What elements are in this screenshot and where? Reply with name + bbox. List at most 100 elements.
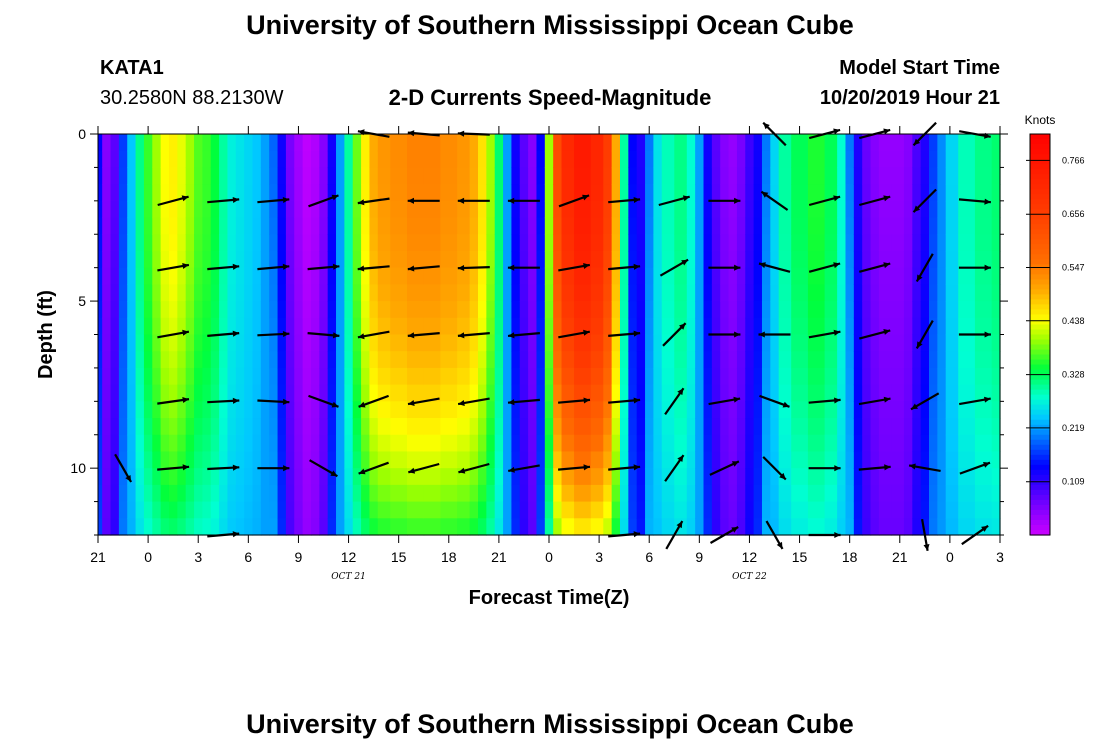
- vector-head: [677, 455, 684, 462]
- heat-cell: [260, 451, 270, 469]
- heat-cell: [603, 384, 613, 402]
- heat-cell: [728, 468, 738, 486]
- heat-cell: [260, 518, 270, 536]
- heat-cell: [135, 484, 145, 503]
- vector-head: [633, 464, 641, 471]
- heat-cell: [991, 351, 1001, 369]
- heat-cell: [528, 184, 538, 202]
- heat-cell: [344, 401, 354, 419]
- heat-cell: [991, 418, 1001, 436]
- heat-cell: [319, 317, 329, 336]
- heat-cell: [745, 317, 755, 336]
- heat-cell: [824, 468, 838, 486]
- colorbar-tick-label: 0.766: [1062, 155, 1085, 165]
- heat-cell: [674, 367, 688, 386]
- heat-cell: [110, 451, 120, 469]
- heat-cell: [603, 484, 613, 503]
- heat-cell: [135, 184, 145, 202]
- colorbar-segment: [1030, 404, 1050, 411]
- heat-cell: [336, 501, 345, 519]
- vector-head: [508, 399, 515, 406]
- heat-cell: [619, 184, 629, 202]
- heat-cell: [440, 301, 458, 319]
- heat-cell: [369, 250, 379, 269]
- heat-cell: [736, 434, 746, 453]
- heat-cell: [185, 401, 195, 419]
- heat-cell: [361, 401, 371, 419]
- heat-cell: [553, 434, 563, 453]
- heat-cell: [590, 250, 604, 269]
- colorbar-segment: [1030, 274, 1050, 280]
- heat-cell: [611, 484, 621, 503]
- heat-cell: [686, 284, 696, 302]
- heat-cell: [720, 484, 730, 503]
- heat-cell: [177, 418, 187, 436]
- heat-cell: [711, 134, 721, 152]
- heat-cell: [991, 150, 1001, 169]
- x-tick-label: 0: [946, 549, 954, 565]
- heat-cell: [528, 451, 538, 469]
- colorbar-tick-label: 0.109: [1062, 477, 1085, 487]
- heat-cell: [440, 134, 458, 152]
- heat-cell: [160, 134, 170, 152]
- heat-cell: [227, 334, 237, 352]
- heat-cell: [761, 367, 771, 386]
- heat-cell: [294, 451, 304, 469]
- heat-cell: [736, 167, 746, 185]
- heat-cell: [177, 518, 187, 536]
- heat-cell: [277, 484, 287, 503]
- heat-cell: [791, 484, 809, 503]
- heat-cell: [636, 401, 646, 419]
- heat-cell: [544, 250, 554, 269]
- heat-cell: [903, 401, 913, 419]
- heat-cell: [653, 351, 663, 369]
- heat-cell: [845, 184, 855, 202]
- heat-cell: [152, 484, 162, 503]
- colorbar-segment: [1030, 304, 1050, 311]
- heat-cell: [210, 418, 220, 436]
- heat-cell: [469, 367, 479, 386]
- heat-cell: [319, 184, 329, 202]
- heat-cell: [603, 317, 613, 336]
- heat-cell: [185, 451, 195, 469]
- heat-cell: [770, 200, 780, 219]
- heat-cell: [277, 184, 287, 202]
- heat-cell: [878, 518, 893, 536]
- heat-cell: [219, 351, 229, 369]
- colorbar-segment: [1030, 464, 1050, 471]
- heat-cell: [991, 217, 1001, 235]
- heat-cell: [603, 284, 613, 302]
- heat-cell: [440, 434, 458, 453]
- heat-cell: [645, 217, 654, 235]
- heat-cell: [319, 518, 329, 536]
- heat-cell: [185, 184, 195, 202]
- heat-cell: [260, 351, 270, 369]
- heat-cell: [937, 301, 947, 319]
- heat-cell: [377, 351, 391, 369]
- heat-cell: [891, 150, 905, 169]
- heat-cell: [503, 317, 513, 336]
- heat-cell: [553, 167, 563, 185]
- vector-head: [833, 262, 841, 269]
- heat-cell: [407, 267, 425, 285]
- heat-cell: [574, 217, 592, 235]
- heat-cell: [168, 501, 178, 519]
- heat-cell: [824, 334, 838, 352]
- heat-cell: [590, 301, 604, 319]
- heat-cell: [711, 184, 721, 202]
- heat-cell: [728, 134, 738, 152]
- heat-cell: [227, 134, 237, 152]
- heat-cell: [619, 367, 629, 386]
- heat-cell: [728, 384, 738, 402]
- x-tick-label: 21: [491, 549, 507, 565]
- heat-cell: [528, 250, 538, 269]
- heat-cell: [653, 301, 663, 319]
- heat-cell: [252, 418, 262, 436]
- current-vector: [908, 463, 941, 472]
- heat-cell: [674, 167, 688, 185]
- heat-cell: [845, 468, 855, 486]
- heat-cell: [369, 284, 379, 302]
- heat-cell: [645, 484, 654, 503]
- heat-cell: [440, 250, 458, 269]
- vector-head: [984, 198, 991, 205]
